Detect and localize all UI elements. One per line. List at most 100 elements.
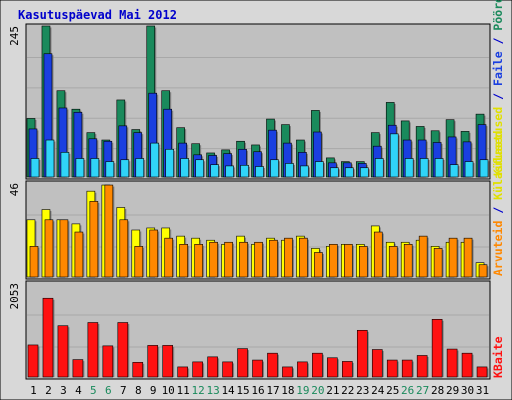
bar-kbytes bbox=[237, 348, 250, 378]
bar bbox=[297, 361, 308, 378]
bar bbox=[374, 158, 384, 178]
bar-hits bbox=[45, 139, 56, 178]
x-tick-label: 26 bbox=[401, 384, 414, 397]
bar-sites bbox=[59, 219, 70, 278]
bar-sites bbox=[194, 244, 205, 278]
bar-hits bbox=[105, 161, 116, 178]
legend-kbytes: KBaite bbox=[491, 336, 505, 378]
bar bbox=[90, 158, 100, 178]
bar bbox=[312, 352, 323, 378]
bar bbox=[476, 366, 488, 378]
x-tick-label: 3 bbox=[60, 384, 67, 397]
bar-sites bbox=[448, 237, 459, 278]
legend-visits: Külastused bbox=[491, 131, 505, 200]
bar-hits bbox=[404, 158, 415, 178]
x-tick-label: 17 bbox=[266, 384, 279, 397]
bar bbox=[74, 231, 84, 278]
bar bbox=[284, 237, 293, 278]
legend-files: Faile bbox=[491, 51, 505, 86]
bar bbox=[117, 322, 129, 378]
bar-hits bbox=[330, 167, 340, 178]
bar bbox=[222, 361, 233, 378]
bar-sites bbox=[299, 237, 309, 278]
bar bbox=[45, 139, 55, 178]
bar bbox=[60, 152, 70, 178]
bar bbox=[329, 244, 338, 278]
bar bbox=[327, 357, 338, 378]
bar-kbytes bbox=[117, 322, 130, 378]
bar-sites bbox=[254, 241, 265, 278]
bar-hits bbox=[90, 158, 101, 178]
bar-kbytes bbox=[371, 349, 384, 378]
panel-hits-files-pages: 245 bbox=[8, 23, 491, 180]
y-max-label: 245 bbox=[8, 26, 21, 46]
bar bbox=[135, 158, 145, 178]
x-tick-label: 13 bbox=[206, 384, 219, 397]
bar-hits bbox=[345, 167, 355, 178]
legend-sep: / bbox=[491, 86, 505, 107]
bar bbox=[267, 352, 278, 378]
x-tick-label: 5 bbox=[90, 384, 97, 397]
bar bbox=[356, 329, 368, 378]
bar bbox=[299, 237, 308, 278]
legend-sep: / bbox=[491, 31, 505, 52]
bar bbox=[314, 252, 323, 278]
bar bbox=[401, 359, 413, 378]
bar bbox=[134, 246, 144, 278]
bar bbox=[89, 201, 99, 278]
bar bbox=[57, 325, 69, 378]
x-tick-label: 14 bbox=[221, 384, 235, 397]
legend-top: Külastused / Faile / Pöördumisi bbox=[491, 0, 505, 176]
bar-kbytes bbox=[42, 297, 55, 378]
bar bbox=[104, 184, 114, 278]
bar-kbytes bbox=[282, 366, 294, 378]
bar-kbytes bbox=[132, 362, 145, 378]
bar-sites bbox=[134, 246, 145, 278]
x-tick-label: 4 bbox=[75, 384, 82, 397]
panels-group: 245 46 2053 bbox=[8, 23, 491, 380]
x-tick-label: 23 bbox=[356, 384, 369, 397]
bar bbox=[207, 356, 218, 378]
bar bbox=[358, 246, 368, 278]
bar-kbytes bbox=[192, 361, 205, 378]
bar bbox=[434, 158, 444, 178]
x-tick-label: 2 bbox=[45, 384, 52, 397]
bar bbox=[449, 164, 459, 178]
bar bbox=[431, 319, 443, 378]
bar-sites bbox=[433, 248, 444, 278]
panel-visits-sites: 46 bbox=[8, 180, 491, 280]
bar-kbytes bbox=[207, 356, 220, 378]
bar bbox=[195, 159, 204, 178]
bar-kbytes bbox=[416, 355, 429, 378]
bar bbox=[72, 359, 84, 378]
bar bbox=[120, 159, 130, 178]
bar-hits bbox=[374, 158, 385, 178]
bar-hits bbox=[180, 158, 191, 178]
bar-hits bbox=[315, 161, 325, 178]
bar bbox=[419, 158, 429, 178]
bar bbox=[119, 219, 129, 278]
bar-kbytes bbox=[267, 352, 279, 378]
bar-kbytes bbox=[327, 357, 339, 378]
x-tick-label: 24 bbox=[371, 384, 385, 397]
bar bbox=[102, 345, 114, 378]
bar bbox=[224, 241, 233, 278]
bar bbox=[179, 244, 188, 278]
bar bbox=[416, 355, 428, 378]
bar-sites bbox=[269, 239, 279, 278]
bar bbox=[464, 161, 474, 178]
bar bbox=[463, 237, 473, 278]
bar bbox=[29, 246, 39, 278]
bar-hits bbox=[419, 158, 430, 178]
bar bbox=[479, 159, 489, 178]
x-tick-label: 30 bbox=[461, 384, 474, 397]
bar bbox=[254, 241, 263, 278]
bar-hits bbox=[300, 165, 310, 178]
bar-hits bbox=[60, 152, 71, 178]
bar bbox=[192, 361, 203, 378]
bar-sites bbox=[239, 241, 250, 278]
bar-sites bbox=[164, 237, 175, 278]
bar bbox=[209, 241, 218, 278]
